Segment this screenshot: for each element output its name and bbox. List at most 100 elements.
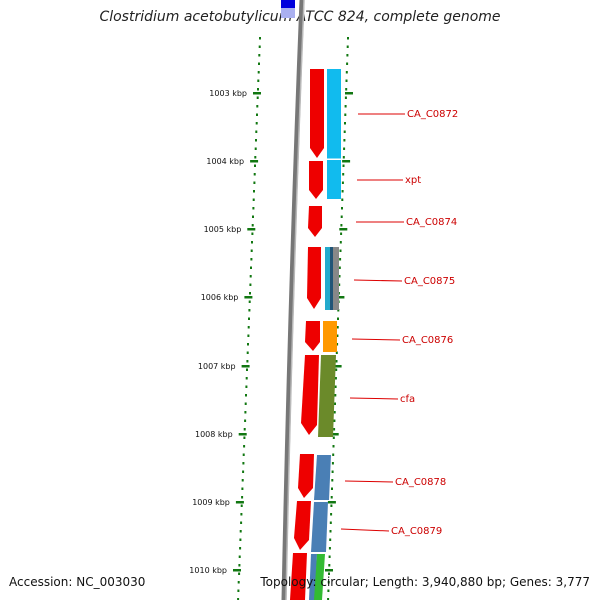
feature-bar-gray[interactable] bbox=[333, 247, 339, 310]
ruler-dot bbox=[345, 71, 348, 74]
gene-label[interactable]: CA_C0876 bbox=[402, 335, 453, 346]
ruler-dot bbox=[342, 156, 345, 159]
ruler-dot bbox=[340, 232, 343, 235]
cds-arrow[interactable] bbox=[309, 161, 323, 199]
ruler-dot bbox=[244, 419, 247, 422]
major-tick bbox=[238, 433, 247, 436]
ruler-dot bbox=[343, 130, 346, 133]
ruler-dot bbox=[332, 453, 335, 456]
ruler-dot bbox=[345, 79, 348, 82]
major-tick bbox=[241, 365, 250, 368]
ruler-dot bbox=[331, 479, 334, 482]
ruler-dot bbox=[249, 292, 251, 295]
ruler-dot bbox=[346, 45, 349, 48]
gene-label[interactable]: CA_C0879 bbox=[391, 526, 442, 537]
ruler-dot bbox=[250, 258, 253, 261]
cds-features bbox=[290, 69, 324, 600]
gene-label[interactable]: CA_C0878 bbox=[395, 477, 446, 488]
cds-arrow[interactable] bbox=[301, 355, 319, 435]
ruler-dot bbox=[254, 164, 256, 167]
major-tick bbox=[345, 92, 353, 95]
cds-arrow[interactable] bbox=[310, 69, 324, 158]
major-tick bbox=[325, 569, 333, 572]
ruler-dot bbox=[257, 88, 259, 91]
feature-bars bbox=[309, 69, 341, 600]
ruler-dot bbox=[327, 589, 330, 592]
major-tick bbox=[342, 160, 351, 163]
ruler-dot bbox=[237, 589, 240, 592]
major-tick bbox=[250, 160, 259, 163]
cds-arrow[interactable] bbox=[305, 321, 320, 351]
ruler-dot bbox=[242, 453, 245, 456]
ruler-dot bbox=[344, 122, 346, 125]
major-tick bbox=[339, 228, 348, 231]
ruler-dot bbox=[248, 309, 251, 312]
ruler-dot bbox=[251, 224, 254, 227]
cds-arrow[interactable] bbox=[307, 247, 321, 309]
gene-label[interactable]: cfa bbox=[400, 394, 415, 405]
ruler-dot bbox=[250, 266, 252, 269]
feature-bar-teal[interactable] bbox=[325, 247, 330, 310]
tick-label: 1006 kbp bbox=[201, 293, 239, 302]
tick-label: 1003 kbp bbox=[209, 89, 247, 98]
feature-bar-cyan[interactable] bbox=[327, 160, 341, 199]
ruler-dot bbox=[251, 232, 254, 235]
ruler-dot bbox=[241, 496, 244, 499]
cds-arrow[interactable] bbox=[294, 501, 311, 550]
ruler-dot bbox=[338, 266, 341, 269]
ruler-dot bbox=[238, 572, 241, 575]
feature-bar-dark[interactable] bbox=[330, 247, 333, 310]
ruler-dot bbox=[243, 445, 246, 448]
ruler-dot bbox=[248, 300, 251, 303]
cds-arrow[interactable] bbox=[290, 553, 307, 600]
tick-label: 1008 kbp bbox=[195, 430, 233, 439]
major-tick bbox=[327, 501, 336, 504]
ruler-dot bbox=[250, 249, 253, 252]
ruler-dot bbox=[340, 224, 343, 227]
gene-label[interactable]: CA_C0872 bbox=[407, 109, 458, 120]
ruler-dot bbox=[246, 368, 248, 371]
ruler-dot bbox=[247, 326, 250, 329]
ruler-dot bbox=[249, 283, 252, 286]
feature-bar-olive[interactable] bbox=[318, 355, 336, 437]
cds-arrow[interactable] bbox=[298, 454, 314, 498]
genome-backbone-highlight bbox=[285, 0, 305, 600]
cds-arrow[interactable] bbox=[308, 206, 322, 237]
feature-bar-steelblue[interactable] bbox=[311, 502, 328, 552]
ruler-dot bbox=[341, 207, 343, 210]
ruler-dot bbox=[241, 479, 244, 482]
major-tick bbox=[244, 296, 253, 299]
ruler-dot bbox=[249, 275, 252, 278]
gene-labels: CA_C0872 xpt CA_C0874 CA_C0875 CA_C0876 … bbox=[391, 109, 458, 537]
inner-ruler-dots bbox=[237, 37, 261, 600]
ruler-dot bbox=[342, 164, 345, 167]
ruler-dot bbox=[247, 343, 249, 346]
feature-bar-cyan[interactable] bbox=[327, 69, 341, 159]
ruler-dot bbox=[246, 360, 249, 363]
ruler-dot bbox=[245, 377, 248, 380]
ruler-dot bbox=[258, 45, 261, 48]
ruler-dot bbox=[339, 249, 342, 252]
ruler-dot bbox=[344, 105, 347, 108]
ruler-dot bbox=[257, 79, 260, 82]
ruler-dot bbox=[240, 504, 243, 507]
ruler-dot bbox=[240, 513, 243, 516]
gene-label[interactable]: xpt bbox=[405, 175, 421, 186]
gene-label[interactable]: CA_C0875 bbox=[404, 276, 455, 287]
ruler-dot bbox=[341, 181, 344, 184]
gene-label[interactable]: CA_C0874 bbox=[406, 217, 457, 228]
ruler-dot bbox=[337, 317, 339, 320]
feature-bar-orange[interactable] bbox=[323, 321, 337, 352]
ruler-dot bbox=[242, 462, 245, 465]
feature-bar-steelblue[interactable] bbox=[314, 455, 331, 500]
feature-bar-green[interactable] bbox=[314, 554, 325, 600]
topology-text: Topology: circular; Length: 3,940,880 bp… bbox=[260, 575, 590, 589]
ruler-dot bbox=[346, 62, 349, 65]
ruler-dot bbox=[347, 37, 349, 40]
ruler-dot bbox=[243, 428, 246, 431]
major-tick bbox=[336, 296, 345, 299]
ruler-dot bbox=[338, 283, 341, 286]
ruler-dot bbox=[331, 487, 333, 490]
ruler-dot bbox=[253, 181, 256, 184]
